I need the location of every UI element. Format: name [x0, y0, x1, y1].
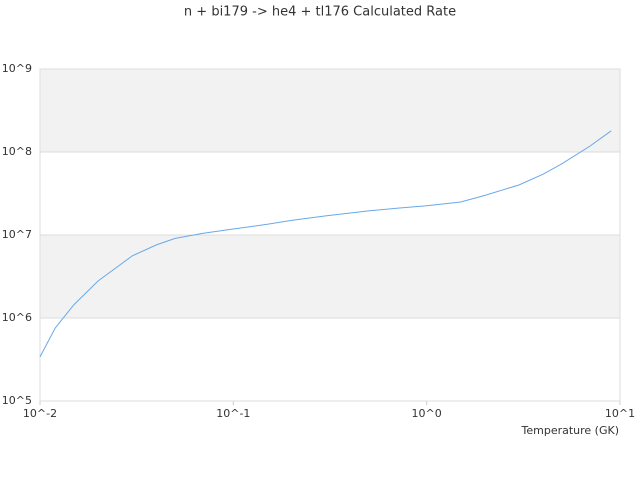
grid-band — [40, 235, 620, 318]
data-line — [39, 130, 612, 358]
y-tick-label: 10^5 — [2, 394, 32, 407]
y-tick-label: 10^8 — [2, 145, 32, 158]
y-tick-label: 10^6 — [2, 311, 32, 324]
x-tick-label: 10^1 — [605, 407, 635, 420]
y-tick-label: 10^7 — [2, 228, 32, 241]
y-tick-label: 10^9 — [2, 62, 32, 75]
x-tick-label: 10^-2 — [23, 407, 57, 420]
x-axis-label: Temperature (GK) — [521, 424, 620, 437]
x-tick-label: 10^0 — [412, 407, 442, 420]
x-tick-label: 10^-1 — [216, 407, 250, 420]
chart-title: n + bi179 -> he4 + tl176 Calculated Rate — [184, 5, 456, 20]
plot-frame — [39, 68, 621, 402]
grid-band — [40, 69, 620, 152]
